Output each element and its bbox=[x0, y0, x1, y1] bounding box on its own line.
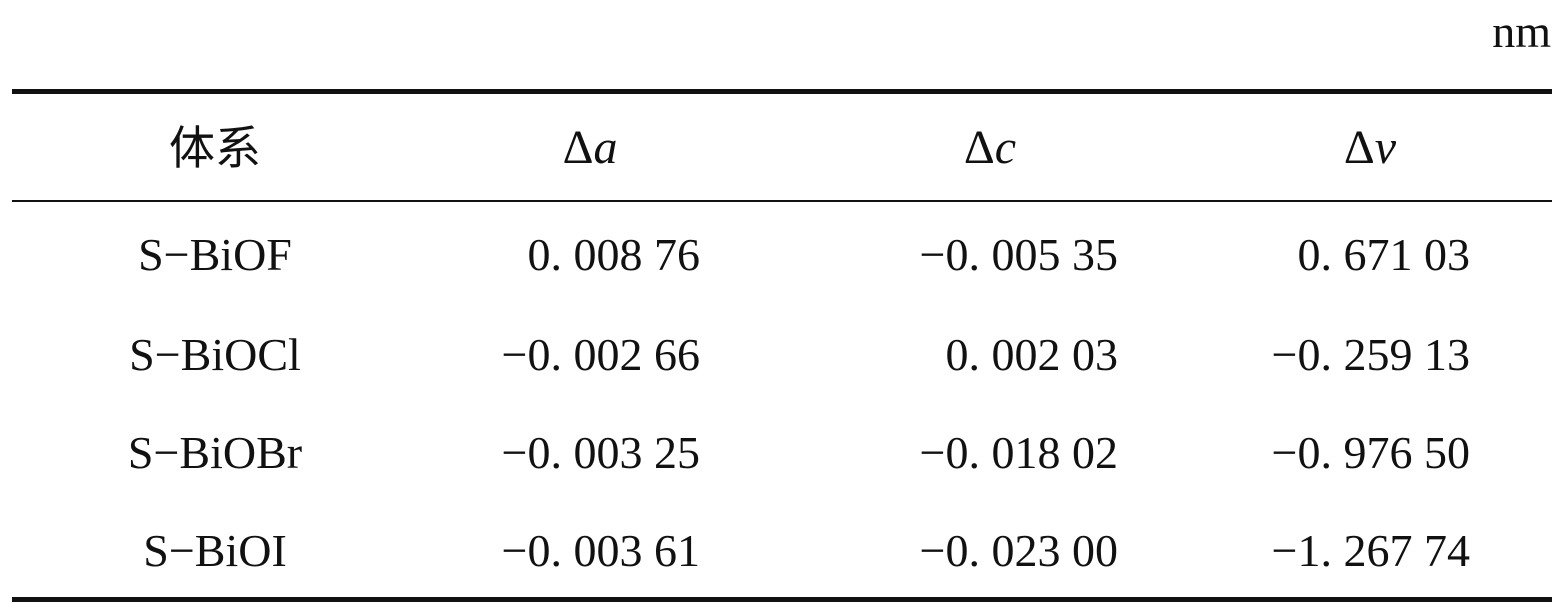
cell-delta-c: −0. 018 02 bbox=[919, 427, 1118, 478]
bottom-rule bbox=[12, 597, 1552, 602]
cell-delta-v: −0. 259 13 bbox=[1271, 329, 1470, 380]
var-a: a bbox=[593, 121, 618, 174]
table-row: S−BiOI −0. 003 61 −0. 023 00 −1. 267 74 bbox=[0, 501, 1557, 601]
cell-system: S−BiOI bbox=[143, 525, 287, 576]
cell-delta-a: −0. 002 66 bbox=[501, 329, 700, 380]
cell-system: S−BiOBr bbox=[127, 427, 303, 478]
cell-delta-c: −0. 005 35 bbox=[919, 229, 1118, 280]
header-delta-a: Δa bbox=[440, 96, 740, 200]
cell-delta-v: −1. 267 74 bbox=[1271, 525, 1470, 576]
delta-symbol: Δ bbox=[963, 121, 995, 174]
cell-delta-v: 0. 671 03 bbox=[1297, 229, 1471, 280]
header-system: 体系 bbox=[169, 121, 261, 175]
table-row: S−BiOBr −0. 003 25 −0. 018 02 −0. 976 50 bbox=[0, 403, 1557, 503]
top-rule bbox=[12, 89, 1552, 94]
var-v: v bbox=[1374, 121, 1397, 174]
table-header: 体系 Δa Δc Δv bbox=[0, 96, 1557, 200]
delta-symbol: Δ bbox=[562, 121, 594, 174]
unit-label: nm bbox=[1492, 6, 1551, 57]
header-delta-c: Δc bbox=[840, 96, 1140, 200]
var-c: c bbox=[994, 121, 1017, 174]
table-row: S−BiOCl −0. 002 66 0. 002 03 −0. 259 13 bbox=[0, 305, 1557, 405]
cell-delta-a: −0. 003 61 bbox=[501, 525, 700, 576]
delta-symbol: Δ bbox=[1343, 121, 1375, 174]
cell-system: S−BiOCl bbox=[129, 329, 301, 380]
header-rule bbox=[12, 200, 1552, 202]
cell-delta-c: 0. 002 03 bbox=[945, 329, 1119, 380]
cell-delta-a: 0. 008 76 bbox=[527, 229, 701, 280]
header-delta-v: Δv bbox=[1220, 96, 1520, 200]
cell-system: S−BiOF bbox=[138, 229, 292, 280]
cell-delta-a: −0. 003 25 bbox=[501, 427, 700, 478]
cell-delta-v: −0. 976 50 bbox=[1271, 427, 1470, 478]
table-row: S−BiOF 0. 008 76 −0. 005 35 0. 671 03 bbox=[0, 205, 1557, 305]
cell-delta-c: −0. 023 00 bbox=[919, 525, 1118, 576]
